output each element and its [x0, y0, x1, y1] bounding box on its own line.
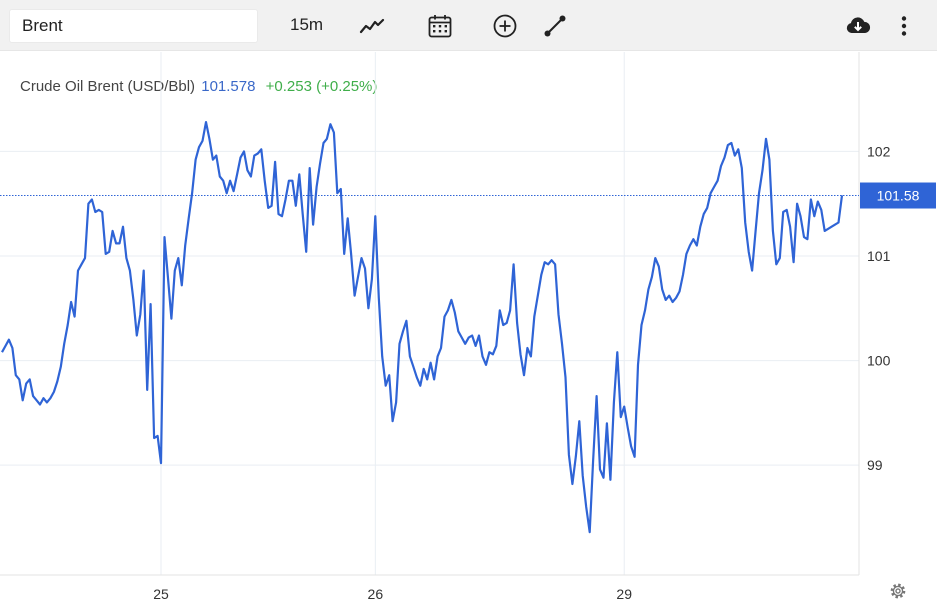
add-indicator-icon[interactable]: [491, 12, 519, 40]
instrument-name: Crude Oil Brent (USD/Bbl): [20, 78, 196, 95]
price-chart[interactable]: 99 100 101 102 25 26 29 101.58: [0, 52, 937, 612]
chart-toolbar: 15m: [0, 0, 937, 51]
x-tick-label: 26: [368, 586, 384, 602]
calendar-icon[interactable]: [426, 12, 454, 40]
y-tick-label: 100: [867, 353, 891, 369]
x-tick-label: 25: [153, 586, 169, 602]
price-series-line: [1, 120, 844, 534]
chart-style-icon[interactable]: [358, 12, 386, 40]
chart-legend: Crude Oil Brent (USD/Bbl) 101.578 +0.253…: [20, 78, 377, 95]
last-price-tag: [860, 182, 936, 209]
x-tick-label: 29: [616, 586, 632, 602]
last-price-tag-label: 101.58: [877, 188, 920, 204]
legend-price: 101.578: [201, 78, 256, 95]
y-tick-label: 99: [867, 457, 883, 473]
drawing-tool-icon[interactable]: [541, 12, 569, 40]
download-icon[interactable]: [844, 12, 872, 40]
legend-change: +0.253 (+0.25%): [265, 78, 378, 95]
symbol-input[interactable]: [9, 9, 258, 43]
y-tick-label: 102: [867, 143, 891, 159]
y-tick-label: 101: [867, 248, 891, 264]
more-options-icon[interactable]: [890, 12, 918, 40]
interval-selector[interactable]: 15m: [290, 15, 324, 34]
settings-gear-icon[interactable]: [887, 580, 909, 602]
